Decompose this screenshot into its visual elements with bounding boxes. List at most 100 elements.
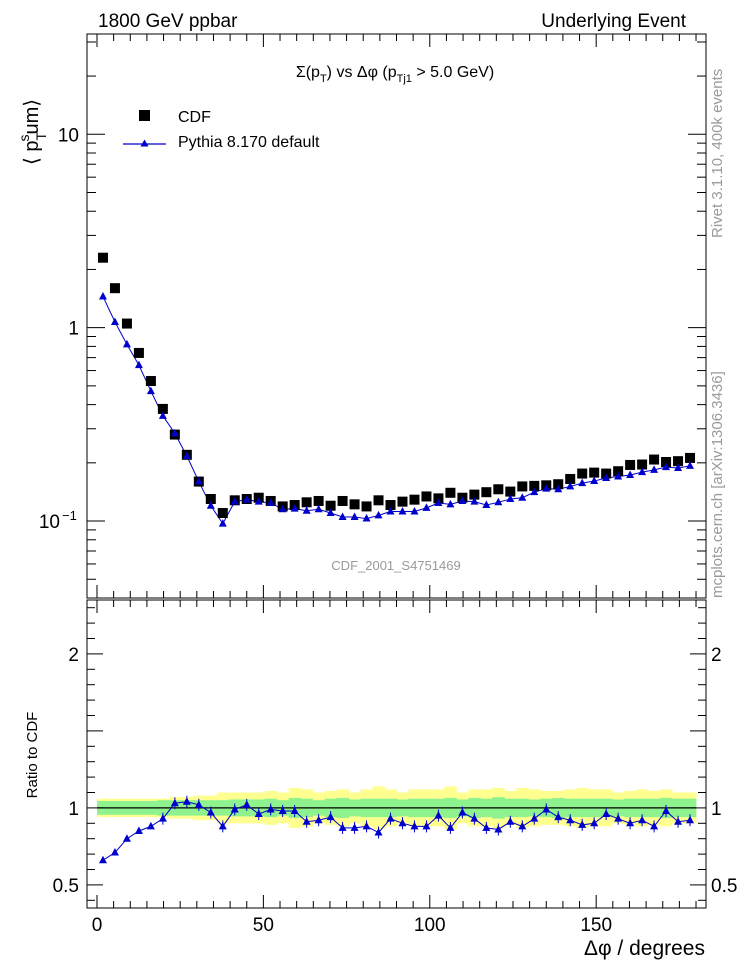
pythia-point [170, 428, 179, 437]
svg-text:⟨ pTsum⟩: ⟨ pTsum⟩ [16, 99, 49, 165]
legend-cdf-marker [139, 110, 150, 121]
pythia-ratio-point [374, 828, 383, 836]
cdf-point [157, 403, 168, 414]
pythia-point [182, 451, 191, 459]
pythia-point [554, 484, 563, 493]
ratio-y-tick-label: 2 [68, 645, 79, 666]
pythia-point [578, 478, 587, 487]
cdf-point [97, 252, 108, 263]
pythia-ratio-point [470, 814, 479, 822]
pythia-ratio-point [650, 821, 659, 830]
pythia-ratio-point [266, 804, 275, 813]
cdf-point [133, 347, 144, 358]
cdf-point [205, 494, 216, 505]
pythia-point [314, 504, 323, 513]
svg-text:Σ(pT) vs Δφ (pTj1 > 5.0 GeV): Σ(pT) vs Δφ (pTj1 > 5.0 GeV) [296, 64, 494, 85]
y-axis-title: ⟨ pTsum⟩ [16, 99, 49, 165]
cdf-point [673, 456, 684, 467]
pythia-ratio-point [398, 818, 407, 827]
pythia-point [134, 360, 143, 369]
cdf-point [493, 484, 504, 495]
pythia-ratio-point [554, 812, 563, 821]
pythia-ratio-point [542, 804, 551, 813]
cdf-point [529, 480, 540, 491]
cdf-point [565, 473, 576, 484]
pythia-point [674, 463, 683, 472]
pythia-ratio-point [578, 820, 587, 828]
pythia-point [398, 507, 407, 515]
cdf-point [661, 456, 672, 467]
x-tick-label: 50 [253, 915, 274, 936]
pythia-point [374, 510, 383, 519]
pythia-ratio-point [518, 821, 527, 830]
pythia-ratio-point [290, 806, 299, 814]
pythia-ratio-point [338, 823, 347, 831]
pythia-ratio-point [674, 817, 683, 825]
pythia-ratio-point [590, 818, 599, 827]
pythia-point [434, 498, 443, 506]
pythia-point [242, 495, 251, 503]
pythia-point [362, 514, 371, 522]
cdf-point [337, 495, 348, 506]
pythia-ratio-point [134, 826, 143, 834]
header-right: Underlying Event [541, 11, 686, 32]
cdf-point [445, 487, 456, 498]
pythia-point [290, 504, 299, 512]
cdf-point [649, 454, 660, 465]
pythia-point [530, 487, 539, 496]
pythia-ratio-point [254, 809, 263, 818]
ratio-uncertainty-bands [96, 786, 697, 830]
pythia-point [386, 507, 395, 515]
pythia-point [230, 497, 239, 505]
x-tick-label: 150 [580, 915, 612, 936]
pythia-main-line [102, 296, 691, 525]
ratio-y-tick-label-right: 2 [711, 645, 722, 666]
x-tick-label: 0 [92, 915, 103, 936]
cdf-point [121, 318, 132, 329]
ratio-y-tick-label: 0.5 [53, 876, 79, 897]
pythia-point [206, 501, 215, 509]
pythia-ratio-point [662, 806, 671, 814]
pythia-point [350, 512, 359, 520]
main-title: Σ(pT) vs Δφ (pTj1 > 5.0 GeV) [296, 64, 494, 85]
legend-cdf-label: CDF [178, 109, 211, 126]
pythia-ratio-point [98, 855, 107, 864]
pythia-point [278, 504, 287, 513]
pythia-point [506, 494, 515, 503]
pythia-ratio-point [422, 821, 431, 830]
pythia-ratio-point [326, 812, 335, 821]
cdf-point [409, 494, 420, 505]
pythia-ratio-point [194, 800, 203, 808]
x-axis-title: Δφ / degrees [584, 937, 705, 960]
cdf-point [349, 499, 360, 510]
main-panel-data [97, 252, 696, 527]
pythia-ratio-point [458, 808, 467, 816]
pythia-point [542, 484, 551, 492]
pythia-ratio-point [506, 817, 515, 825]
pythia-point [638, 467, 647, 476]
cdf-point [625, 459, 636, 470]
mcplots-label: mcplots.cern.ch [arXiv:1306.3436] [709, 371, 726, 598]
x-tick-label: 100 [414, 915, 446, 936]
cdf-point [301, 497, 312, 508]
svg-text:Δφ / degrees: Δφ / degrees [584, 937, 705, 960]
cdf-point [613, 466, 624, 477]
pythia-point [458, 496, 467, 504]
cdf-point [517, 481, 528, 492]
cdf-point [553, 479, 564, 490]
pythia-point [482, 500, 491, 509]
pythia-point [326, 508, 335, 517]
pythia-point [446, 499, 455, 508]
cdf-point [217, 508, 228, 519]
pythia-ratio-point [146, 821, 155, 830]
pythia-ratio-point [386, 814, 395, 822]
pythia-point [650, 465, 659, 473]
pythia-ratio-point [494, 824, 503, 833]
pythia-ratio-point [314, 815, 323, 824]
pythia-point [518, 493, 527, 501]
cdf-point [433, 493, 444, 504]
pythia-ratio-point [278, 806, 287, 814]
legend-pythia-marker [140, 139, 149, 147]
pythia-ratio-point [110, 848, 119, 856]
